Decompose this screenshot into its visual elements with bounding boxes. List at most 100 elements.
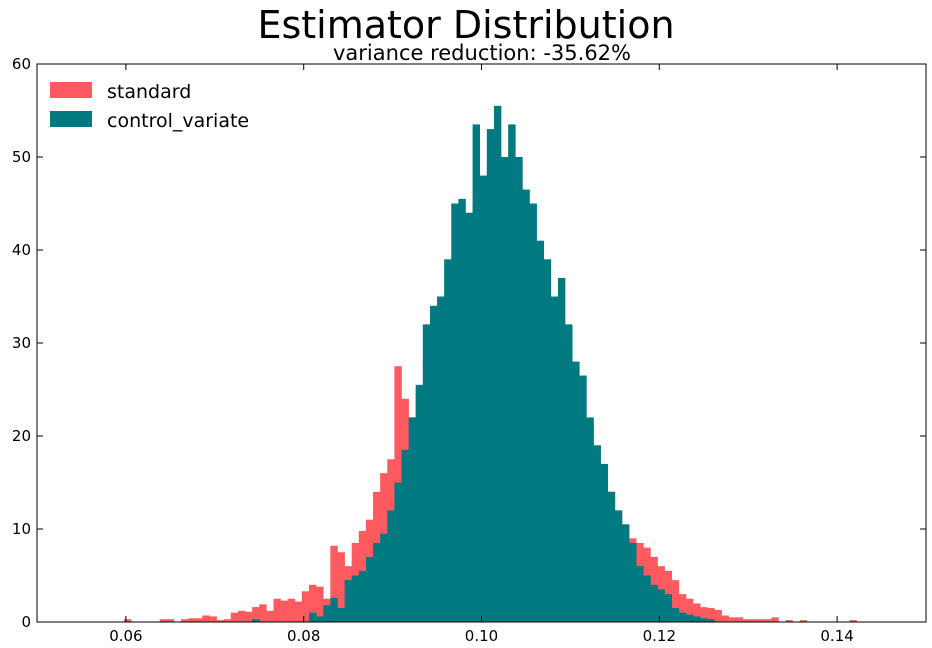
bar-control-variate — [365, 556, 374, 622]
bar-control-variate — [337, 608, 345, 622]
bar-standard — [728, 617, 737, 622]
bar-control-variate — [309, 612, 317, 622]
legend-label-control-variate: control_variate — [107, 110, 249, 132]
bar-control-variate — [380, 533, 388, 622]
bar-control-variate — [643, 575, 651, 622]
chart-title: Estimator Distribution — [257, 3, 674, 47]
bar-standard — [757, 619, 765, 622]
bar-control-variate — [664, 594, 673, 622]
bar-standard — [230, 612, 239, 622]
bar-standard — [294, 601, 303, 622]
bar-standard — [124, 619, 132, 622]
bar-standard — [849, 620, 857, 622]
bar-standard — [707, 608, 715, 622]
bar-standard — [714, 609, 722, 622]
bar-control-variate — [650, 584, 658, 622]
bar-standard — [202, 615, 210, 622]
bar-standard — [785, 620, 793, 622]
bar-control-variate — [593, 445, 601, 622]
bar-control-variate — [515, 157, 523, 622]
bar-standard — [188, 618, 196, 622]
bar-standard — [195, 618, 203, 622]
y-tick-label: 30 — [12, 334, 31, 352]
bar-control-variate — [614, 510, 623, 622]
bar-control-variate — [536, 240, 545, 622]
legend-label-standard: standard — [107, 81, 191, 103]
legend-swatch-control-variate — [50, 111, 92, 127]
x-tick-label: 0.06 — [109, 627, 142, 645]
bar-control-variate — [671, 608, 680, 622]
ticks-layer: 0.06 0.08 0.10 0.12 0.14 0 10 20 30 40 50 60 — [12, 55, 926, 645]
bar-control-variate — [685, 614, 694, 622]
bar-control-variate — [557, 277, 566, 622]
y-tick-label: 10 — [12, 520, 31, 538]
bar-control-variate — [358, 570, 367, 622]
bar-control-variate — [486, 129, 495, 622]
bar-standard — [159, 619, 168, 622]
bar-standard — [245, 611, 253, 622]
bar-control-variate — [373, 542, 381, 622]
bar-control-variate — [429, 305, 438, 622]
x-tick-label: 0.08 — [287, 627, 320, 645]
bar-control-variate — [586, 417, 594, 622]
bar-control-variate — [465, 212, 473, 623]
bar-standard — [337, 552, 345, 622]
bar-control-variate — [252, 619, 260, 622]
bar-control-variate — [351, 575, 360, 622]
bar-standard — [693, 603, 701, 622]
bar-control-variate — [422, 324, 431, 622]
bar-control-variate — [621, 524, 630, 622]
bar-control-variate — [437, 296, 445, 622]
bar-control-variate — [543, 259, 552, 622]
bar-control-variate — [700, 618, 708, 622]
bar-control-variate — [408, 417, 417, 622]
bar-control-variate — [607, 491, 616, 622]
bar-standard — [799, 620, 808, 622]
bar-control-variate — [316, 616, 324, 622]
bar-standard — [259, 604, 267, 622]
y-tick-label: 40 — [12, 241, 31, 259]
bar-standard — [309, 584, 317, 622]
bar-standard — [301, 591, 310, 622]
bar-control-variate — [323, 605, 331, 622]
y-tick-label: 0 — [21, 613, 31, 631]
y-tick-label: 60 — [12, 55, 31, 73]
bar-standard — [287, 598, 296, 622]
bar-control-variate — [493, 105, 502, 623]
legend: standard control_variate — [50, 81, 249, 132]
bar-standard — [316, 586, 324, 622]
bars-layer — [124, 105, 857, 623]
bar-standard — [671, 580, 680, 622]
bar-control-variate — [522, 189, 530, 623]
bar-control-variate — [572, 361, 580, 622]
bar-control-variate — [629, 542, 637, 622]
bar-control-variate — [401, 449, 409, 622]
bar-standard — [280, 600, 288, 622]
bar-control-variate — [479, 175, 488, 622]
bar-standard — [685, 598, 694, 622]
bar-control-variate — [451, 203, 459, 622]
bar-control-variate — [472, 124, 481, 622]
bar-standard — [721, 615, 729, 622]
y-tick-label: 50 — [12, 148, 31, 166]
bar-standard — [764, 619, 772, 622]
bar-standard — [223, 619, 232, 622]
bar-control-variate — [600, 463, 609, 622]
bar-standard — [742, 619, 751, 622]
bar-standard — [237, 610, 246, 622]
bar-control-variate — [707, 619, 715, 622]
bar-control-variate — [678, 612, 687, 622]
bar-control-variate — [458, 198, 466, 622]
bar-control-variate — [550, 296, 559, 622]
bar-control-variate — [394, 482, 402, 622]
bar-control-variate — [501, 157, 509, 622]
bar-standard — [330, 545, 338, 622]
bar-control-variate — [330, 597, 338, 622]
bar-control-variate — [387, 510, 395, 622]
bar-standard — [700, 607, 708, 622]
bar-control-variate — [415, 384, 424, 622]
chart-subtitle: variance reduction: -35.62% — [333, 41, 631, 65]
bar-control-variate — [693, 616, 701, 622]
bar-control-variate — [444, 259, 452, 622]
